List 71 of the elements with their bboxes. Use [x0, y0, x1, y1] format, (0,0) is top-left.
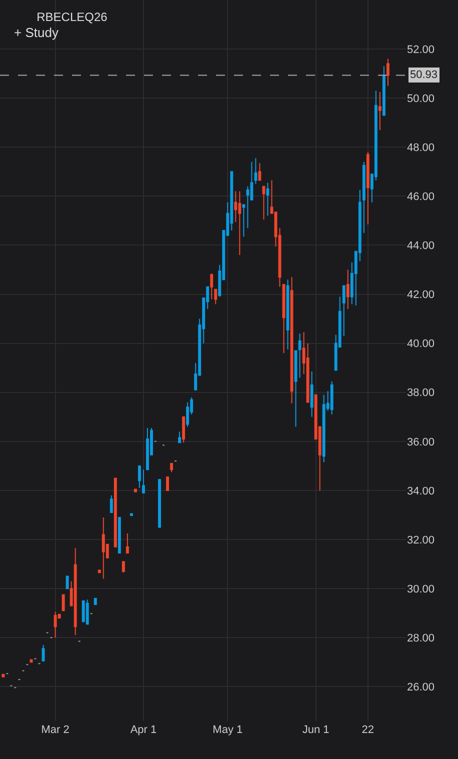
y-tick-label: 46.00 [407, 191, 435, 204]
y-tick-label: 48.00 [407, 142, 435, 154]
candlestick [294, 350, 298, 428]
candlestick [142, 469, 145, 494]
y-tick-label: 52.00 [407, 44, 435, 56]
candlestick [130, 513, 133, 516]
candlestick [342, 285, 346, 336]
candlestick [66, 576, 69, 590]
y-tick-label: 42.00 [407, 289, 435, 302]
y-tick-label: 38.00 [407, 387, 435, 400]
y-tick-label: 34.00 [407, 485, 435, 498]
candlestick [62, 594, 65, 612]
candlestick [86, 599, 89, 625]
candlestick [186, 402, 190, 428]
x-tick-label: May 1 [212, 724, 243, 736]
candlestick [122, 561, 125, 574]
candlestick [2, 674, 5, 678]
candlestick [386, 58, 390, 86]
candlestick [282, 284, 286, 354]
candlestick [238, 190, 242, 256]
candlestick [310, 371, 314, 418]
y-tick-label: 28.00 [407, 632, 435, 644]
candlestick [362, 161, 366, 234]
candlestick [82, 600, 85, 622]
candlestick [366, 152, 370, 225]
candlestick [242, 204, 246, 238]
candlestick [166, 476, 170, 491]
annotation: + Study [14, 25, 59, 40]
candlestick [54, 611, 57, 638]
x-tick-label: 22 [362, 724, 374, 736]
candlestick [210, 272, 214, 300]
candlestick [266, 182, 270, 216]
candlestick [330, 380, 334, 415]
candlestick [322, 394, 326, 463]
y-tick-label: 26.00 [407, 682, 435, 694]
candlestick [298, 333, 302, 378]
candlestick [214, 288, 218, 305]
candlestick [290, 276, 294, 404]
x-tick-label: Apr 1 [130, 724, 157, 736]
candlestick [98, 570, 101, 574]
text: RBECLEQ26 [36, 10, 108, 24]
x-tick-label: Mar 2 [41, 724, 70, 736]
candlestick [94, 598, 97, 606]
candlestick [258, 162, 262, 181]
candlestick [118, 516, 121, 554]
candlestick [102, 516, 105, 580]
candlestick [158, 478, 161, 528]
candlestick [170, 463, 174, 473]
candlestick [42, 644, 45, 662]
y-tick-label: 30.00 [407, 583, 435, 596]
candlestick [146, 427, 149, 470]
ref-line-label: 50.93 [410, 69, 438, 81]
candlestick [262, 186, 266, 220]
candlestick [126, 532, 129, 554]
candlestick [286, 279, 290, 350]
x-tick-label: Jun 1 [302, 724, 330, 736]
candlestick [178, 431, 182, 444]
candlestick [114, 478, 117, 548]
candlestick [378, 91, 382, 130]
candlestick [182, 416, 186, 444]
y-tick-label: 36.00 [407, 436, 435, 448]
candlestick [110, 494, 113, 514]
candlestick [346, 269, 350, 310]
candlestick [382, 66, 386, 116]
candlestick [74, 548, 77, 636]
candlestick [138, 465, 141, 489]
y-tick-label: 44.00 [407, 240, 435, 252]
y-tick-label: 50.00 [407, 92, 435, 105]
y-tick-label: 32.00 [407, 534, 435, 546]
candlestick [254, 158, 258, 184]
y-tick-label: 40.00 [407, 338, 435, 350]
